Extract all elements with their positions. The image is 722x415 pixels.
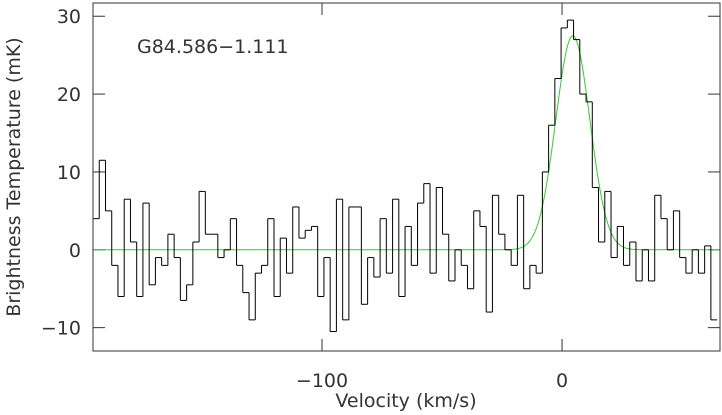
x-tick-label: 0 <box>556 370 568 392</box>
x-tick-label: −100 <box>296 370 348 392</box>
y-axis-label: Brightness Temperature (mK) <box>3 37 25 316</box>
y-tick-label: 0 <box>69 240 81 262</box>
gaussian-fit <box>93 35 720 251</box>
x-axis-label: Velocity (km/s) <box>335 390 476 412</box>
y-tick-label: 20 <box>57 84 81 106</box>
y-tick-label: 10 <box>57 162 81 184</box>
y-tick-label: 30 <box>57 6 81 28</box>
annotation: G84.586−1.111 <box>137 36 289 58</box>
plot-frame <box>92 2 721 352</box>
y-tick-label: −10 <box>41 318 81 340</box>
